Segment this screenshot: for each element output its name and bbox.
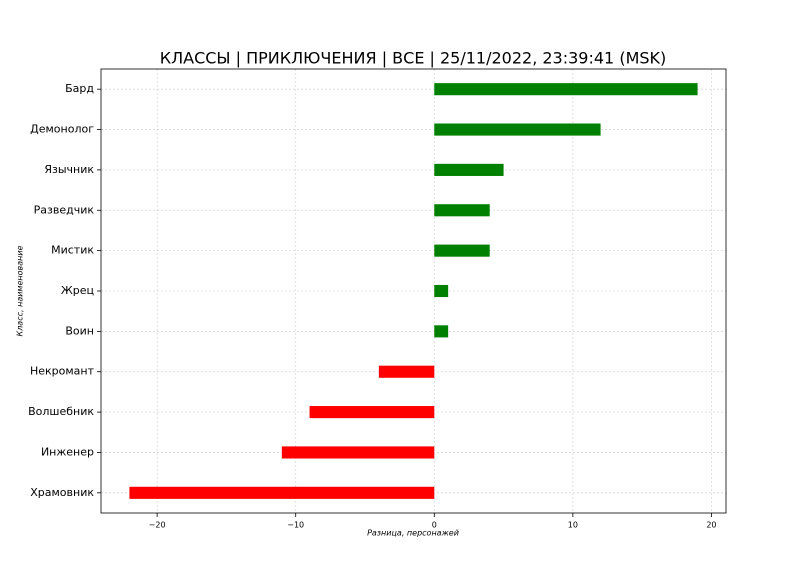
bar xyxy=(434,325,449,338)
y-tick-label: Волшебник xyxy=(28,405,94,418)
y-tick-label: Воин xyxy=(65,324,94,337)
bar xyxy=(434,123,601,136)
y-tick-label: Мистик xyxy=(51,244,94,257)
x-axis-label: Разница, персонажей xyxy=(367,529,459,538)
plot-frame xyxy=(100,68,727,514)
bar xyxy=(434,244,490,257)
bar xyxy=(434,83,698,96)
y-tick-label: Жрец xyxy=(61,284,94,297)
bar xyxy=(309,406,435,419)
x-tick-label: 20 xyxy=(706,521,716,530)
y-tick-label: Инженер xyxy=(41,445,94,458)
bar xyxy=(434,163,504,176)
x-tick-label: −20 xyxy=(149,521,166,530)
bar xyxy=(378,365,435,378)
y-tick-label: Некромант xyxy=(30,365,95,378)
y-tick-label: Храмовник xyxy=(30,486,94,499)
y-tick-label: Язычник xyxy=(44,163,94,176)
bar xyxy=(434,284,449,298)
y-axis-label: Класс, наименование xyxy=(16,245,25,336)
x-tick-label: 10 xyxy=(568,521,578,530)
y-tick-label: Демонолог xyxy=(30,123,94,136)
bar xyxy=(434,204,490,217)
x-tick-label: −10 xyxy=(287,521,304,530)
x-tick-label: 0 xyxy=(432,521,437,530)
y-tick-label: Бард xyxy=(65,82,94,95)
bar xyxy=(281,446,435,459)
bar xyxy=(129,486,435,499)
chart-title: КЛАССЫ | ПРИКЛЮЧЕНИЯ | ВСЕ | 25/11/2022,… xyxy=(160,49,667,68)
y-tick-label: Разведчик xyxy=(34,203,95,216)
